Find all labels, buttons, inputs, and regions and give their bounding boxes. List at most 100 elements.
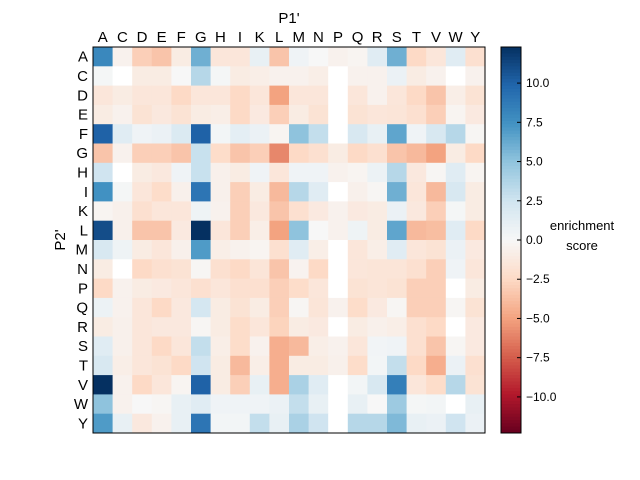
heatmap-cell-S-W	[445, 336, 466, 357]
heatmap-cell-S-D	[132, 336, 153, 357]
heatmap-cell-R-C	[112, 317, 133, 337]
heatmap-cell-A-M	[289, 47, 310, 67]
heatmap-cell-M-G	[191, 240, 212, 260]
heatmap-cell-N-R	[367, 259, 388, 280]
y-tick-label: L	[80, 222, 88, 239]
heatmap-cell-A-W	[445, 47, 466, 67]
heatmap-cell-A-T	[406, 47, 427, 67]
heatmap-cell-N-K	[249, 259, 270, 280]
colorbar-label-line2: score	[566, 238, 598, 253]
heatmap-cell-G-Y	[465, 143, 486, 164]
colorbar-segment	[501, 394, 521, 399]
heatmap-cell-G-E	[151, 143, 172, 164]
colorbar-segment	[501, 56, 521, 61]
heatmap-cell-T-R	[367, 355, 388, 376]
heatmap-cell-F-P	[328, 124, 349, 144]
heatmap-cell-F-M	[289, 124, 310, 144]
y-tick-label: I	[84, 184, 88, 201]
colorbar-segment	[501, 246, 521, 251]
colorbar-segment	[501, 194, 521, 199]
colorbar-segment	[501, 111, 521, 116]
colorbar-segment	[501, 69, 521, 74]
heatmap-cell-Q-D	[132, 297, 153, 318]
heatmap-cell-V-W	[445, 375, 466, 395]
heatmap-cell-S-F	[171, 336, 192, 357]
y-tick-label: Y	[78, 415, 88, 432]
heatmap-cell-D-R	[367, 85, 388, 106]
heatmap-cell-P-C	[112, 278, 133, 299]
heatmap-cell-F-H	[210, 124, 231, 144]
colorbar-segment	[501, 201, 521, 206]
colorbar-segment	[501, 82, 521, 87]
heatmap-cell-W-M	[289, 394, 310, 415]
heatmap-cell-K-T	[406, 201, 427, 222]
heatmap-cell-T-I	[230, 355, 251, 376]
x-tick-label: F	[177, 29, 186, 46]
heatmap-cell-C-V	[426, 66, 447, 87]
heatmap-cell-H-R	[367, 162, 388, 183]
heatmap-cell-I-A	[93, 182, 114, 202]
colorbar-ticks: 10.0 7.5 5.0 2.5 0.0 −2.5 −5.0 −7.5 −10.0	[517, 76, 557, 404]
heatmap-cell-E-K	[249, 104, 270, 125]
heatmap-cell-T-P	[328, 355, 349, 376]
heatmap-cell-Q-N	[308, 297, 329, 318]
heatmap-cell-R-S	[387, 317, 408, 337]
heatmap-cell-M-E	[151, 240, 172, 260]
colorbar-segment	[501, 211, 521, 215]
colorbar-segment	[501, 297, 521, 302]
colorbar-segment	[501, 378, 521, 383]
heatmap-cell-I-Q	[347, 182, 368, 202]
heatmap-cell-T-G	[191, 355, 212, 376]
heatmap-cell-L-T	[406, 220, 427, 241]
heatmap-cell-M-H	[210, 240, 231, 260]
heatmap-cell-E-E	[151, 104, 172, 125]
heatmap-cell-K-H	[210, 201, 231, 222]
heatmap-cell-T-S	[387, 355, 408, 376]
heatmap-cell-N-S	[387, 259, 408, 280]
heatmap-cell-L-N	[308, 220, 329, 241]
colorbar-segment	[501, 265, 521, 270]
heatmap-cell-Y-A	[93, 413, 114, 434]
heatmap-cell-P-I	[230, 278, 251, 299]
colorbar-segment	[501, 313, 521, 318]
colorbar-segment	[501, 336, 521, 341]
heatmap-cell-L-C	[112, 220, 133, 241]
heatmap-cell-A-C	[112, 47, 133, 67]
colorbar-segment	[501, 252, 521, 257]
heatmap-cell-K-E	[151, 201, 172, 222]
colorbar-segment	[501, 88, 521, 93]
heatmap-cell-L-Q	[347, 220, 368, 241]
heatmap-cell-R-F	[171, 317, 192, 337]
heatmap-cell-C-N	[308, 66, 329, 87]
heatmap-cell-P-T	[406, 278, 427, 299]
heatmap-cell-I-G	[191, 182, 212, 202]
heatmap-cell-R-I	[230, 317, 251, 337]
colorbar-segment	[501, 368, 521, 373]
heatmap-cell-C-Y	[465, 66, 486, 87]
heatmap-cell-Q-R	[367, 297, 388, 318]
heatmap-cell-V-T	[406, 375, 427, 395]
heatmap-cell-V-F	[171, 375, 192, 395]
heatmap-cell-N-C	[112, 259, 133, 280]
heatmap-cell-H-Q	[347, 162, 368, 183]
heatmap-cell-C-C	[112, 66, 133, 87]
heatmap-cell-R-K	[249, 317, 270, 337]
heatmap-cell-Q-E	[151, 297, 172, 318]
heatmap-cell-A-N	[308, 47, 329, 67]
colorbar-segment	[501, 371, 521, 376]
heatmap-cell-I-R	[367, 182, 388, 202]
heatmap-cell-H-E	[151, 162, 172, 183]
colorbar-segment	[501, 420, 521, 424]
heatmap-cell-A-S	[387, 47, 408, 67]
colorbar-segment	[501, 317, 521, 321]
heatmap-cell-H-F	[171, 162, 192, 183]
heatmap-cell-C-F	[171, 66, 192, 87]
heatmap-cell-G-K	[249, 143, 270, 164]
heatmap-cell-Q-A	[93, 297, 114, 318]
heatmap-cell-G-S	[387, 143, 408, 164]
heatmap-cell-C-G	[191, 66, 212, 87]
heatmap-cell-E-R	[367, 104, 388, 125]
heatmap-cell-Y-S	[387, 413, 408, 434]
x-tick-label: C	[117, 29, 128, 46]
